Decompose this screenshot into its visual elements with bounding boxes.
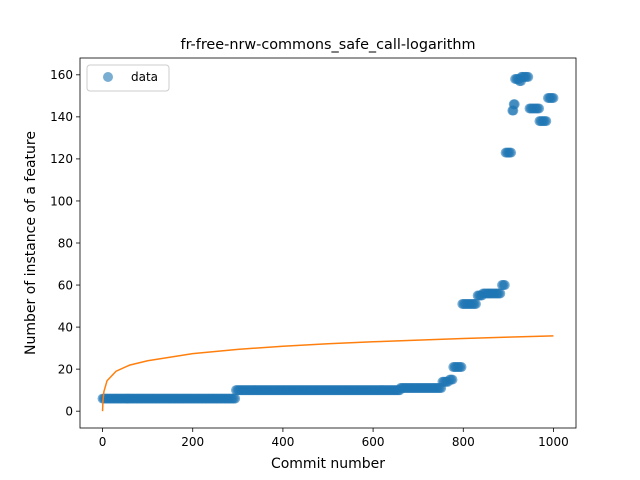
data-point [456,362,467,373]
x-tick-label: 600 [362,435,385,449]
x-tick-label: 800 [452,435,475,449]
legend-marker-data [103,72,113,82]
data-point [548,92,559,103]
fit-line [101,335,554,412]
y-tick-label: 0 [65,404,73,418]
data-point [541,116,552,127]
legend-label-data: data [131,70,158,84]
y-tick-label: 160 [50,68,73,82]
data-point [230,393,241,404]
y-tick-label: 60 [58,278,73,292]
data-point [447,374,458,385]
data-point [470,298,481,309]
legend-box [86,64,170,92]
y-tick-label: 40 [58,320,73,334]
y-tick-label: 100 [50,194,73,208]
x-tick-label: 200 [181,435,204,449]
y-tick-label: 20 [58,362,73,376]
y-axis: 0 20 40 60 80 100 120 140 160 [50,68,80,418]
y-tick-label: 120 [50,152,73,166]
y-tick-label: 80 [58,236,73,250]
chart-title: fr-free-nrw-commons_safe_call-logarithm [181,37,476,53]
x-axis-label: Commit number [271,456,385,472]
data-point [499,280,510,291]
data-point [523,71,534,82]
x-tick-label: 0 [99,435,107,449]
x-tick-label: 400 [271,435,294,449]
x-axis: 0 200 400 600 800 1000 [99,428,569,449]
legend: data [86,64,170,92]
data-point [506,147,517,158]
x-tick-label: 1000 [538,435,569,449]
data-point [534,103,545,114]
fit-line-layer [101,335,554,412]
data-points [97,71,559,404]
y-axis-label: Number of instance of a feature [23,131,39,355]
data-point [495,288,506,299]
y-tick-label: 140 [50,110,73,124]
data-point [509,99,520,110]
